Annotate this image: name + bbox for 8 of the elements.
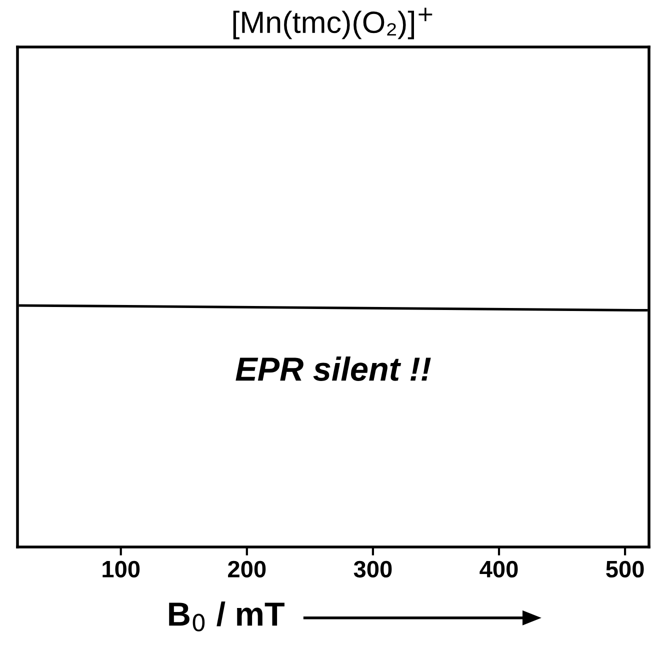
- annotation: EPR silent !!: [236, 356, 431, 381]
- x-tick-label: 100: [102, 560, 140, 578]
- x-axis-title: B$_{0}$ / mT: [169, 601, 284, 632]
- x-tick-label: 200: [228, 560, 266, 578]
- x-tick-label: 300: [354, 560, 392, 578]
- x-tick-label: 500: [606, 560, 644, 578]
- chart-title: [Mn(tmc)(O₂)]$^{+}$: [233, 8, 432, 40]
- x-tick-label: 400: [480, 560, 518, 578]
